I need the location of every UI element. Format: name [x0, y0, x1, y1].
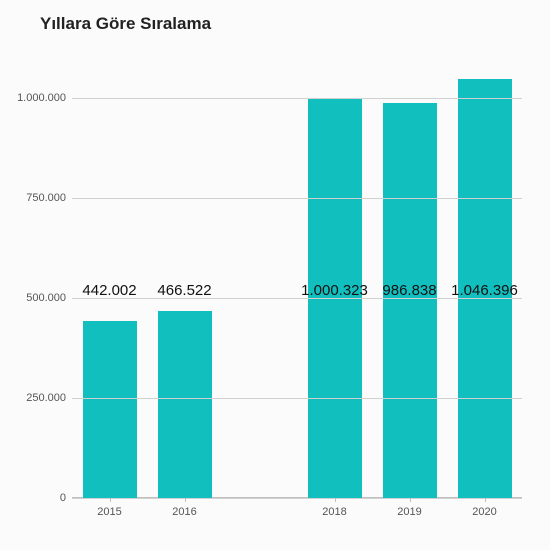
bars-layer: 442.002 466.522 1.000.323 986.838 1.046.396: [72, 58, 522, 498]
bar: 986.838: [383, 103, 437, 498]
x-tick-label: 2019: [397, 506, 421, 518]
x-tick-label: 2015: [97, 506, 121, 518]
y-tick-label: 500.000: [26, 292, 66, 304]
bar: 442.002: [83, 321, 137, 498]
bar-value-label: 442.002: [82, 282, 136, 299]
x-tick-mark: [335, 498, 336, 502]
y-tick-label: 0: [60, 492, 66, 504]
x-tick-label: 2016: [172, 506, 196, 518]
x-tick-mark: [410, 498, 411, 502]
y-tick-label: 750.000: [26, 192, 66, 204]
grid-line: [72, 98, 522, 99]
y-tick-label: 1.000.000: [17, 92, 66, 104]
bar: 466.522: [158, 311, 212, 498]
bar-value-label: 1.046.396: [451, 282, 518, 299]
grid-line: [72, 498, 522, 499]
plot-area: 442.002466.5221.000.323986.8381.046.396 …: [72, 58, 522, 498]
x-tick-label: 2020: [472, 506, 496, 518]
bar-value-label: 986.838: [382, 282, 436, 299]
y-tick-label: 250.000: [26, 392, 66, 404]
bar: 1.046.396: [458, 79, 512, 498]
grid-line: [72, 298, 522, 299]
x-tick-label: 2018: [322, 506, 346, 518]
x-tick-mark: [110, 498, 111, 502]
x-tick-mark: [185, 498, 186, 502]
bar-value-label: 466.522: [157, 282, 211, 299]
grid-line: [72, 398, 522, 399]
grid-line: [72, 198, 522, 199]
x-tick-mark: [485, 498, 486, 502]
chart-title: Yıllara Göre Sıralama: [40, 14, 211, 34]
bar-value-label: 1.000.323: [301, 282, 368, 299]
